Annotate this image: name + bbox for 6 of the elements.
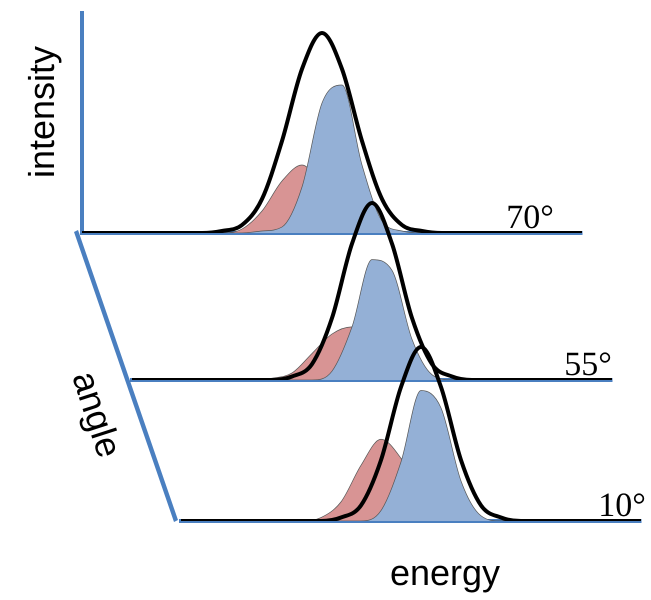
annotation: angle — [64, 366, 131, 462]
text: 55° — [564, 346, 612, 383]
x-axis-title: energy — [390, 552, 500, 593]
text: 10° — [598, 487, 646, 524]
y-axis-title: intensity — [20, 46, 62, 178]
text: 70° — [506, 199, 554, 236]
